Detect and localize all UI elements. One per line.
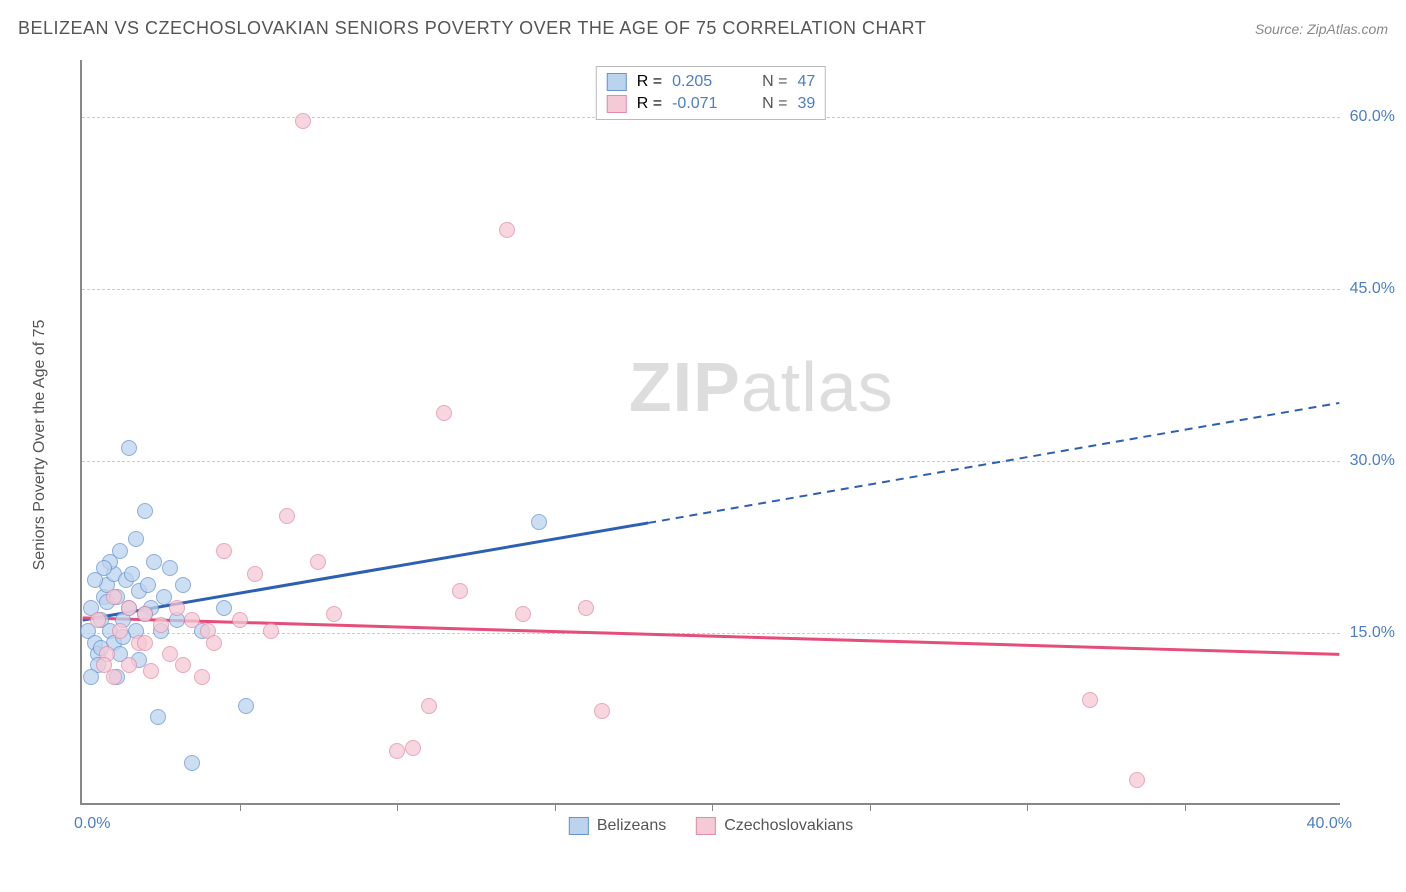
- data-point: [452, 583, 468, 599]
- data-point: [310, 554, 326, 570]
- data-point: [232, 612, 248, 628]
- data-point: [531, 514, 547, 530]
- data-point: [421, 698, 437, 714]
- data-point: [169, 600, 185, 616]
- data-point: [515, 606, 531, 622]
- x-tick: [870, 803, 871, 811]
- watermark: ZIPatlas: [629, 347, 894, 427]
- series-name: Czechoslovakians: [724, 817, 853, 835]
- data-point: [594, 703, 610, 719]
- data-point: [216, 543, 232, 559]
- data-point: [184, 755, 200, 771]
- n-value: 39: [797, 95, 815, 113]
- data-point: [194, 669, 210, 685]
- swatch-icon: [696, 817, 716, 835]
- data-point: [96, 657, 112, 673]
- r-value: 0.205: [672, 73, 752, 91]
- n-label: N =: [762, 73, 787, 91]
- chart-area: Seniors Poverty Over the Age of 75 ZIPat…: [50, 55, 1350, 835]
- data-point: [112, 623, 128, 639]
- data-point: [238, 698, 254, 714]
- data-point: [578, 600, 594, 616]
- y-tick-label: 60.0%: [1350, 108, 1395, 126]
- data-point: [279, 508, 295, 524]
- data-point: [263, 623, 279, 639]
- y-axis-label: Seniors Poverty Over the Age of 75: [31, 320, 49, 571]
- data-point: [326, 606, 342, 622]
- swatch-icon: [569, 817, 589, 835]
- data-point: [137, 503, 153, 519]
- data-point: [143, 663, 159, 679]
- source-attribution: Source: ZipAtlas.com: [1255, 21, 1388, 39]
- x-tick: [240, 803, 241, 811]
- data-point: [96, 560, 112, 576]
- y-tick-label: 15.0%: [1350, 624, 1395, 642]
- series-name: Belizeans: [597, 817, 666, 835]
- gridline: [82, 461, 1340, 462]
- data-point: [206, 635, 222, 651]
- x-tick: [712, 803, 713, 811]
- data-point: [140, 577, 156, 593]
- swatch-icon: [607, 73, 627, 91]
- data-point: [247, 566, 263, 582]
- r-label: R =: [637, 73, 662, 91]
- legend-item-belizeans: Belizeans: [569, 817, 666, 835]
- data-point: [90, 612, 106, 628]
- x-axis-min-label: 0.0%: [74, 815, 110, 833]
- x-tick: [1185, 803, 1186, 811]
- swatch-icon: [607, 95, 627, 113]
- data-point: [389, 743, 405, 759]
- data-point: [175, 577, 191, 593]
- data-point: [184, 612, 200, 628]
- data-point: [83, 669, 99, 685]
- data-point: [146, 554, 162, 570]
- data-point: [128, 531, 144, 547]
- y-tick-label: 30.0%: [1350, 452, 1395, 470]
- x-tick: [555, 803, 556, 811]
- chart-title: BELIZEAN VS CZECHOSLOVAKIAN SENIORS POVE…: [18, 18, 926, 39]
- legend-row-belizeans: R = 0.205 N = 47: [607, 71, 815, 93]
- data-point: [150, 709, 166, 725]
- n-value: 47: [797, 73, 815, 91]
- x-axis-max-label: 40.0%: [1307, 815, 1352, 833]
- data-point: [153, 617, 169, 633]
- series-legend: Belizeans Czechoslovakians: [569, 817, 853, 835]
- y-tick-label: 45.0%: [1350, 280, 1395, 298]
- data-point: [106, 589, 122, 605]
- data-point: [216, 600, 232, 616]
- x-tick: [1027, 803, 1028, 811]
- data-point: [295, 113, 311, 129]
- trend-lines: [82, 60, 1340, 803]
- data-point: [121, 600, 137, 616]
- data-point: [124, 566, 140, 582]
- r-label: R =: [637, 95, 662, 113]
- source-value: ZipAtlas.com: [1307, 21, 1388, 37]
- data-point: [1129, 772, 1145, 788]
- data-point: [162, 560, 178, 576]
- data-point: [1082, 692, 1098, 708]
- data-point: [499, 222, 515, 238]
- legend-row-czechoslovakians: R = -0.071 N = 39: [607, 93, 815, 115]
- data-point: [121, 440, 137, 456]
- data-point: [137, 635, 153, 651]
- data-point: [137, 606, 153, 622]
- gridline: [82, 289, 1340, 290]
- data-point: [436, 405, 452, 421]
- plot-region: ZIPatlas 15.0%30.0%45.0%60.0% R = 0.205 …: [80, 60, 1340, 805]
- data-point: [175, 657, 191, 673]
- data-point: [405, 740, 421, 756]
- legend-item-czechoslovakians: Czechoslovakians: [696, 817, 853, 835]
- data-point: [121, 657, 137, 673]
- r-value: -0.071: [672, 95, 752, 113]
- x-tick: [397, 803, 398, 811]
- correlation-legend: R = 0.205 N = 47 R = -0.071 N = 39: [596, 66, 826, 120]
- source-label: Source:: [1255, 21, 1307, 37]
- n-label: N =: [762, 95, 787, 113]
